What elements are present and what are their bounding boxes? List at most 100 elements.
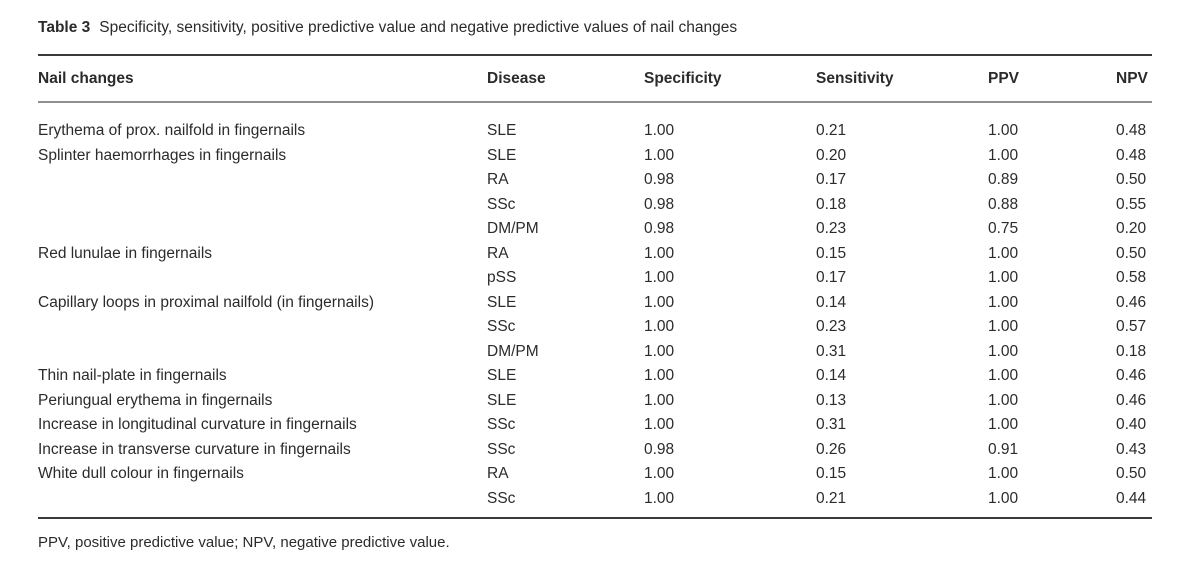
cell-npv: 0.40 <box>1116 416 1147 433</box>
cell-specificity: 1.00 <box>644 416 675 433</box>
col-header-ppv: PPV <box>988 55 1116 103</box>
cell-npv: 0.48 <box>1116 122 1147 139</box>
cell-sensitivity: 0.14 <box>816 293 847 311</box>
cell-sensitivity: 0.17 <box>816 171 847 188</box>
table-row: SSc 0.98 0.18 0.88 0.55 <box>38 193 1152 218</box>
cell-nail-change <box>38 193 487 218</box>
table-row: pSS 1.00 0.17 1.00 0.58 <box>38 266 1152 291</box>
cell-npv: 0.20 <box>1116 220 1147 237</box>
cell-disease: DM/PM <box>487 342 539 360</box>
col-header-disease: Disease <box>487 55 644 103</box>
cell-specificity: 1.00 <box>644 465 675 482</box>
table-row: Thin nail-plate in fingernails SLE 1.00 0.1… <box>38 364 1152 389</box>
cell-disease: SSc <box>487 318 516 335</box>
cell-sensitivity: 0.21 <box>816 122 847 139</box>
cell-npv: 0.46 <box>1116 293 1147 311</box>
cell-sensitivity: 0.31 <box>816 342 847 360</box>
cell-nail-change: Increase in transverse curvature in fing… <box>38 440 351 458</box>
cell-sensitivity: 0.21 <box>816 489 847 507</box>
cell-ppv: 1.00 <box>988 269 1019 286</box>
table-row: Periungual erythema in fingernails SLE 1.0… <box>38 389 1152 414</box>
cell-sensitivity: 0.15 <box>816 244 847 262</box>
cell-nail-change: Increase in longitudinal curvature in fi… <box>38 416 357 433</box>
nail-changes-table: Nail changes Disease Specificity Sensiti… <box>38 54 1152 519</box>
cell-sensitivity: 0.15 <box>816 465 847 482</box>
cell-disease: RA <box>487 171 509 188</box>
cell-npv: 0.58 <box>1116 269 1147 286</box>
cell-disease: RA <box>487 465 509 482</box>
cell-sensitivity: 0.26 <box>816 440 847 458</box>
cell-npv: 0.43 <box>1116 440 1147 458</box>
cell-specificity: 1.00 <box>644 367 675 384</box>
cell-nail-change <box>38 340 487 365</box>
table-row: White dull colour in fingernails RA 1.00 0.… <box>38 462 1152 487</box>
cell-specificity: 0.98 <box>644 195 675 213</box>
col-header-specificity: Specificity <box>644 55 816 103</box>
cell-sensitivity: 0.31 <box>816 416 847 433</box>
table-row: Red lunulae in fingernails RA 1.00 0.15 1.00… <box>38 242 1152 267</box>
table-row: SSc 1.00 0.21 1.00 0.44 <box>38 487 1152 519</box>
table-row: Erythema of prox. nailfold in fingernail… <box>38 102 1152 144</box>
header-row: Nail changes Disease Specificity Sensiti… <box>38 55 1152 103</box>
col-header-nail-changes: Nail changes <box>38 55 487 103</box>
cell-specificity: 0.98 <box>644 171 675 188</box>
table-row: Increase in transverse curvature in fing… <box>38 438 1152 463</box>
cell-disease: SSc <box>487 440 516 458</box>
cell-npv: 0.44 <box>1116 489 1147 507</box>
cell-npv: 0.50 <box>1116 171 1147 188</box>
table-row: Increase in longitudinal curvature in fi… <box>38 413 1152 438</box>
cell-ppv: 0.88 <box>988 195 1019 213</box>
cell-specificity: 1.00 <box>644 293 675 311</box>
cell-ppv: 1.00 <box>988 416 1019 433</box>
cell-specificity: 0.98 <box>644 220 675 237</box>
cell-nail-change <box>38 217 487 242</box>
cell-nail-change <box>38 266 487 291</box>
cell-sensitivity: 0.23 <box>816 318 847 335</box>
cell-disease: SSc <box>487 416 516 433</box>
cell-disease: SSc <box>487 195 516 213</box>
cell-sensitivity: 0.14 <box>816 367 847 384</box>
cell-ppv: 1.00 <box>988 293 1019 311</box>
cell-npv: 0.46 <box>1116 367 1147 384</box>
cell-specificity: 1.00 <box>644 391 675 409</box>
cell-nail-change: Red lunulae in fingernails <box>38 244 213 262</box>
cell-disease: RA <box>487 244 509 262</box>
cell-nail-change <box>38 168 487 193</box>
cell-specificity: 1.00 <box>644 269 675 286</box>
cell-disease: pSS <box>487 269 517 286</box>
cell-nail-change: Splinter haemorrhages in fingernails <box>38 146 287 164</box>
table-row: RA 0.98 0.17 0.89 0.50 <box>38 168 1152 193</box>
cell-ppv: 1.00 <box>988 146 1019 164</box>
cell-sensitivity: 0.20 <box>816 146 847 164</box>
table-caption-text: Specificity, sensitivity, positive predi… <box>99 19 738 36</box>
cell-specificity: 1.00 <box>644 244 675 262</box>
table-row: Capillary loops in proximal nailfold (in… <box>38 291 1152 316</box>
cell-sensitivity: 0.18 <box>816 195 847 213</box>
table-row: Splinter haemorrhages in fingernails SLE 1… <box>38 144 1152 169</box>
cell-ppv: 1.00 <box>988 489 1019 507</box>
col-header-npv: NPV <box>1116 55 1152 103</box>
cell-npv: 0.18 <box>1116 342 1147 360</box>
table-row: SSc 1.00 0.23 1.00 0.57 <box>38 315 1152 340</box>
cell-disease: SLE <box>487 367 517 384</box>
cell-sensitivity: 0.17 <box>816 269 847 286</box>
cell-ppv: 1.00 <box>988 342 1019 360</box>
cell-nail-change: Capillary loops in proximal nailfold (in… <box>38 293 374 311</box>
cell-disease: SLE <box>487 293 517 311</box>
cell-npv: 0.50 <box>1116 244 1147 262</box>
cell-specificity: 1.00 <box>644 489 675 507</box>
cell-npv: 0.57 <box>1116 318 1147 335</box>
cell-nail-change <box>38 487 487 519</box>
cell-npv: 0.48 <box>1116 146 1147 164</box>
cell-ppv: 1.00 <box>988 122 1019 139</box>
cell-specificity: 1.00 <box>644 122 675 139</box>
cell-sensitivity: 0.13 <box>816 391 847 409</box>
table-footnote: PPV, positive predictive value; NPV, neg… <box>38 534 450 551</box>
cell-specificity: 1.00 <box>644 146 675 164</box>
cell-npv: 0.50 <box>1116 465 1147 482</box>
cell-disease: DM/PM <box>487 220 539 237</box>
cell-ppv: 1.00 <box>988 318 1019 335</box>
cell-npv: 0.55 <box>1116 195 1147 213</box>
table-row: DM/PM 1.00 0.31 1.00 0.18 <box>38 340 1152 365</box>
